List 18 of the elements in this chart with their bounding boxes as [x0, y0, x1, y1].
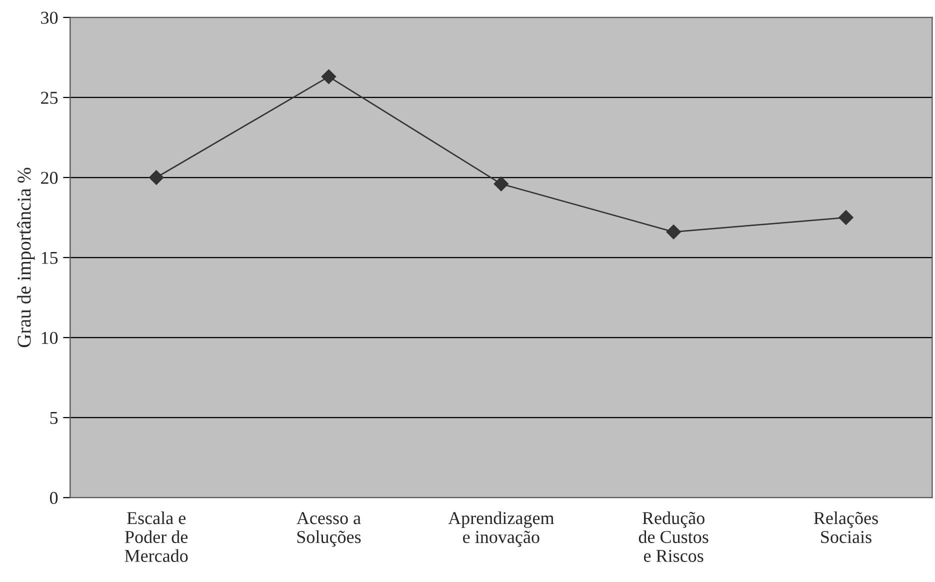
y-tick-label: 20 — [41, 172, 58, 184]
y-tick-label: 0 — [50, 492, 58, 504]
x-tick-label: Escala e Poder de Mercado — [124, 512, 188, 562]
x-tick-label: Redução de Custos e Riscos — [638, 512, 708, 562]
x-tick-label: Acesso a Soluções — [296, 512, 361, 547]
y-axis-title: Grau de importância % — [17, 168, 35, 348]
point — [838, 210, 854, 225]
y-tick-label: 5 — [50, 412, 58, 424]
y-tick-label: 15 — [42, 252, 58, 264]
y-tick-label: 30 — [41, 12, 58, 24]
x-tick-label: Relações Sociais — [814, 512, 878, 544]
x-tick-label: Aprendizagem e inovação — [448, 512, 554, 547]
point — [494, 176, 509, 192]
y-tick-label: 10 — [42, 332, 58, 344]
point — [666, 224, 681, 240]
point — [148, 170, 164, 185]
y-tick-label: 25 — [41, 92, 58, 104]
point — [321, 69, 336, 84]
